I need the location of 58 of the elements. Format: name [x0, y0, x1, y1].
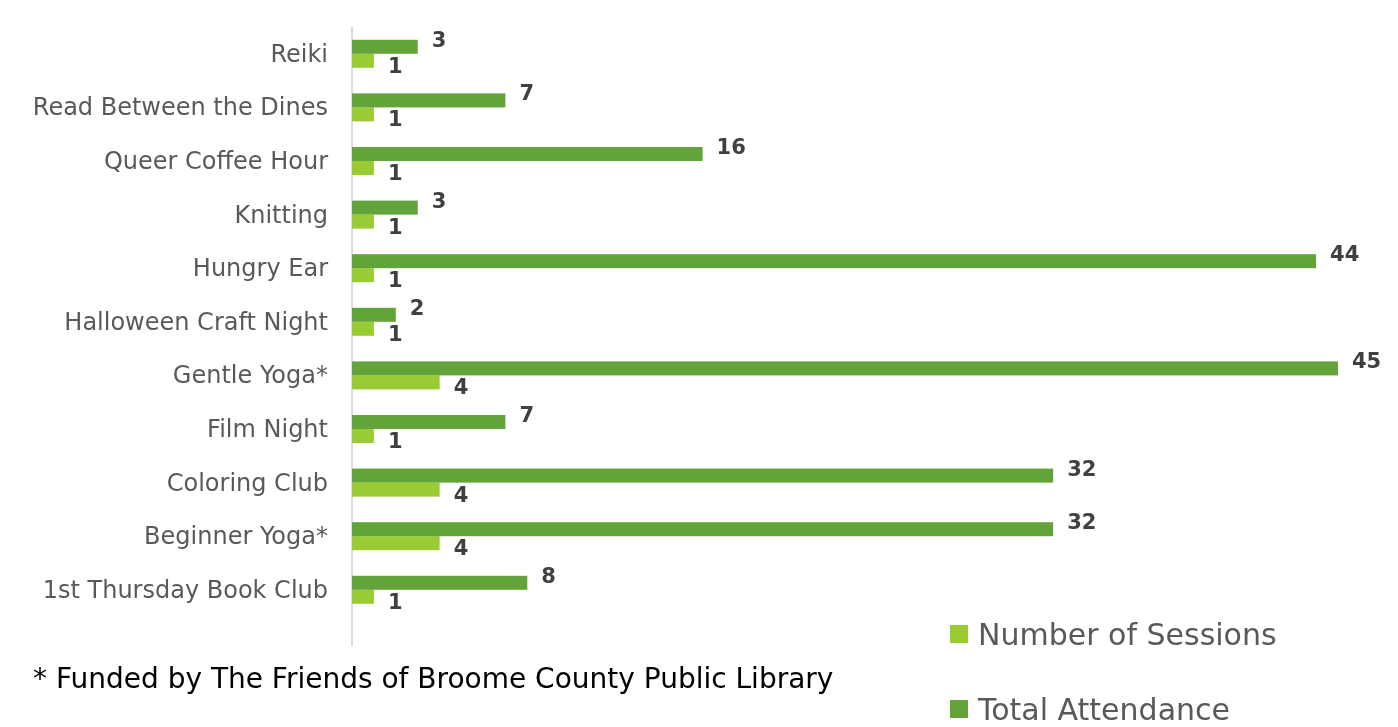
data-label: 7 [519, 81, 534, 106]
y-tick-label: Knitting [234, 200, 328, 229]
bar [352, 321, 374, 336]
bar [352, 361, 1338, 376]
data-label: 8 [541, 563, 556, 588]
data-label: 4 [453, 482, 469, 507]
data-label: 32 [1067, 510, 1097, 535]
y-tick-label: Hungry Ear [192, 254, 329, 283]
data-label: 7 [519, 403, 534, 427]
bar [352, 39, 418, 54]
data-label: 4 [453, 375, 469, 400]
bar [352, 307, 396, 322]
data-label: 44 [1330, 242, 1360, 267]
bar [352, 589, 374, 604]
y-tick-label: Coloring Club [166, 468, 328, 497]
data-label: 1 [387, 161, 403, 185]
data-label: 1 [387, 214, 403, 239]
bar [352, 415, 506, 429]
bar [352, 268, 374, 283]
data-label: 1 [387, 268, 403, 293]
data-label: 4 [453, 536, 469, 561]
y-tick-label: Beginner Yoga* [144, 522, 328, 551]
data-label: 1 [387, 429, 403, 453]
bar [352, 200, 418, 215]
text: * Funded by The Friends of Broome County Public Library [33, 662, 834, 695]
bar [352, 214, 374, 229]
bar [352, 161, 374, 175]
y-tick-label: 1st Thursday Book Club [42, 575, 328, 604]
legend-label: Number of Sessions [978, 617, 1277, 652]
y-tick-label: Read Between the Dines [32, 93, 328, 122]
bar [352, 468, 1054, 483]
y-tick-label: Reiki [270, 39, 328, 68]
data-label: 2 [409, 295, 425, 320]
bar [352, 53, 374, 68]
data-label: 32 [1067, 456, 1097, 481]
data-label: 45 [1352, 349, 1382, 374]
y-tick-label: Film Night [207, 415, 328, 443]
bar [352, 375, 440, 390]
data-label: 16 [716, 135, 746, 159]
bar [352, 482, 440, 497]
data-label: 1 [387, 53, 403, 78]
legend-label: Total Attendance [977, 692, 1230, 727]
bar [352, 575, 528, 590]
data-label: 1 [387, 589, 403, 614]
bar [352, 536, 440, 551]
bar [352, 429, 374, 443]
y-tick-label: Halloween Craft Night [64, 307, 328, 336]
y-tick-label: Gentle Yoga* [172, 361, 328, 390]
data-label: 1 [387, 321, 403, 346]
bar [352, 254, 1317, 269]
bar [352, 147, 703, 161]
data-label: 1 [387, 107, 403, 132]
data-label: 3 [431, 27, 447, 52]
data-label: 3 [431, 188, 447, 213]
bar [352, 93, 506, 108]
bar [352, 522, 1054, 537]
bar [352, 107, 374, 122]
y-tick-label: Queer Coffee Hour [103, 147, 329, 175]
